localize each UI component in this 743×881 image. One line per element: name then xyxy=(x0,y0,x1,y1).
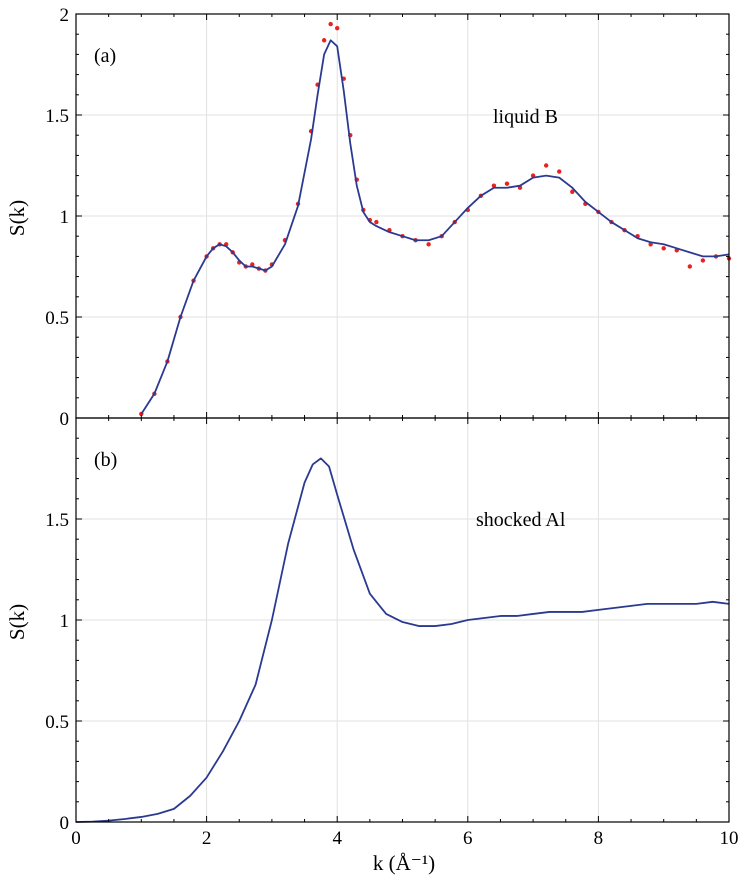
panel-b-ytick-label: 0 xyxy=(60,813,70,834)
panel-a-scatter-series xyxy=(139,21,732,417)
panel-a-tick-labels: 0 0.5 1 1.5 2 xyxy=(45,5,69,430)
panel-b-tick-labels: 0 2 4 6 8 10 0 0.5 1 1.5 xyxy=(45,510,738,849)
panel-b-ytick-label: 1 xyxy=(60,611,70,632)
panel-b-fit-line xyxy=(75,457,730,823)
panel-a-series xyxy=(139,21,732,417)
panel-a-ytick-label: 0 xyxy=(60,409,70,430)
panel-b-series xyxy=(75,457,730,823)
panel-b-xtick-label: 0 xyxy=(71,828,81,849)
panel-b-label: (b) xyxy=(94,449,117,471)
panel-a-ytick-label: 1 xyxy=(60,207,70,228)
panel-b-ytick-label: 1.5 xyxy=(45,510,69,531)
panel-a-data-point xyxy=(504,181,510,186)
panel-b-xtick-label: 10 xyxy=(720,828,739,849)
panel-b-grid xyxy=(76,418,729,822)
panel-a-data-point xyxy=(557,169,562,174)
panel-a-grid xyxy=(76,14,729,418)
panel-a-data-point xyxy=(491,183,497,188)
panel-a-data-point xyxy=(250,262,255,267)
panel-b-ytick-label: 0.5 xyxy=(45,712,69,733)
panel-a-data-point xyxy=(700,258,706,263)
panel-a-data-point xyxy=(426,242,431,247)
panel-b-xtick-label: 6 xyxy=(463,828,473,849)
panel-a-data-point xyxy=(321,38,327,43)
panel-b-ylabel: S(k) xyxy=(5,604,29,640)
panel-a-data-point xyxy=(543,163,549,168)
panel-a-data-point xyxy=(374,219,379,225)
panel-a-data-point xyxy=(335,25,340,31)
panel-a-fit-line xyxy=(140,39,730,415)
panel-a-data-point xyxy=(570,189,575,194)
panel-a-annotation: liquid B xyxy=(493,106,558,128)
panel-b-annotation: shocked Al xyxy=(476,509,566,531)
panel-a-ytick-label: 0.5 xyxy=(45,308,69,329)
panel-b-xtick-label: 8 xyxy=(594,828,604,849)
panel-a-data-point xyxy=(661,246,666,251)
panel-b: 0 2 4 6 8 10 0 0.5 1 1.5 (b) shocked Al S(k) k (Å… xyxy=(5,417,739,875)
panel-a-ylabel: S(k) xyxy=(5,200,29,236)
panel-a: 0 0.5 1 1.5 2 (a) liquid B S(k) xyxy=(5,5,732,430)
panel-a-ytick-label: 1.5 xyxy=(45,106,69,127)
panel-a-data-point xyxy=(328,21,333,27)
panel-a-ytick-label: 2 xyxy=(60,5,70,26)
panel-b-ticks xyxy=(75,418,730,823)
panel-a-label: (a) xyxy=(94,45,116,67)
panel-b-xtick-label: 2 xyxy=(202,828,212,849)
panel-b-xtick-label: 4 xyxy=(332,828,342,849)
panel-a-data-point xyxy=(687,264,693,269)
x-axis-label: k (Å⁻¹) xyxy=(373,851,435,875)
